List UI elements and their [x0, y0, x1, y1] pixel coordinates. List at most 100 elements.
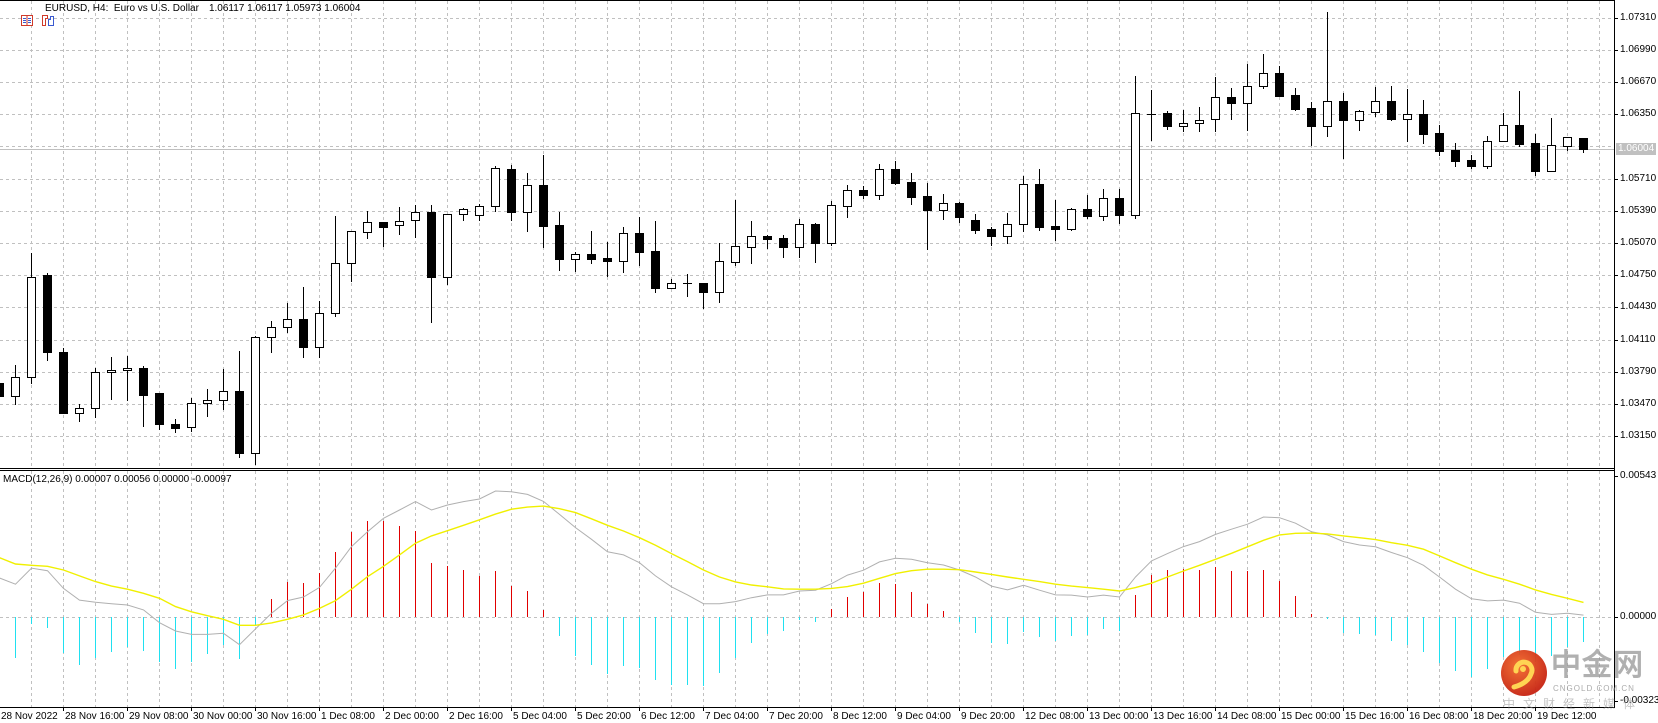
- candle: [811, 223, 820, 263]
- candle-body: [795, 224, 804, 248]
- candle-body: [1531, 143, 1540, 172]
- candle: [507, 165, 516, 221]
- candle: [299, 287, 308, 358]
- macd-histogram-bar: [191, 617, 192, 662]
- candle-body: [1067, 209, 1076, 230]
- candle: [779, 235, 788, 258]
- candle-body: [699, 283, 708, 293]
- candle-body: [523, 185, 532, 213]
- candle: [1451, 143, 1460, 167]
- candle-body: [1275, 73, 1284, 97]
- candle: [795, 219, 804, 258]
- macd-histogram-bar: [511, 586, 512, 617]
- macd-histogram-bar: [959, 617, 960, 622]
- time-axis-label: 2 Dec 16:00: [449, 711, 503, 722]
- candle: [635, 217, 644, 266]
- macd-histogram-bar: [607, 617, 608, 674]
- candle: [1515, 91, 1524, 147]
- price-axis-label: 1.06990: [1620, 44, 1657, 55]
- macd-histogram-bar: [255, 617, 256, 625]
- macd-histogram-bar: [783, 617, 784, 631]
- candle: [187, 398, 196, 432]
- macd-histogram-bar: [1247, 571, 1248, 617]
- candle-body: [875, 169, 884, 196]
- candle: [315, 301, 324, 358]
- watermark-brand: 中金网: [1551, 649, 1644, 682]
- macd-histogram-bar: [575, 617, 576, 656]
- candle: [123, 356, 132, 401]
- candle: [411, 205, 420, 238]
- candle: [1147, 90, 1156, 141]
- candle-body: [59, 352, 68, 414]
- candle-body: [1035, 184, 1044, 228]
- macd-histogram-bar: [639, 617, 640, 668]
- candle-body: [1339, 101, 1348, 121]
- candle: [427, 205, 436, 323]
- macd-indicator-label: MACD(12,26,9) 0.00007 0.00056 0.00000 -0…: [3, 474, 232, 485]
- candle-body: [811, 224, 820, 244]
- macd-histogram-bar: [1423, 617, 1424, 652]
- candle-body: [123, 368, 132, 371]
- candle-body: [379, 222, 388, 228]
- candle: [155, 393, 164, 430]
- macd-histogram-bar: [1327, 617, 1328, 619]
- candle-body: [1451, 150, 1460, 162]
- macd-histogram-bar: [1215, 567, 1216, 617]
- candle: [619, 227, 628, 273]
- candle-body: [827, 205, 836, 244]
- candle: [1563, 137, 1572, 151]
- time-axis-label: 16 Dec 08:00: [1409, 711, 1469, 722]
- candle: [1131, 76, 1140, 219]
- candle: [715, 243, 724, 303]
- time-axis-label: 1 Dec 08:00: [321, 711, 375, 722]
- watermark-tagline: 中文财经新媒体: [1503, 697, 1644, 711]
- candle: [1579, 138, 1588, 153]
- time-axis-label: 8 Dec 12:00: [833, 711, 887, 722]
- candle-body: [11, 377, 20, 397]
- candle: [1051, 200, 1060, 241]
- candle: [171, 419, 180, 433]
- watermark-logo-circle: [1501, 650, 1547, 696]
- candle: [1019, 176, 1028, 232]
- macd-histogram-bar: [895, 584, 896, 617]
- macd-histogram-bar: [687, 617, 688, 685]
- candle-body: [1323, 101, 1332, 127]
- candle: [107, 357, 116, 400]
- candle-body: [1483, 141, 1492, 167]
- time-axis-label: 19 Dec 12:00: [1537, 711, 1597, 722]
- macd-histogram-bar: [463, 570, 464, 617]
- candle-body: [235, 391, 244, 454]
- market-watch-icon[interactable]: [3, 3, 33, 26]
- macd-histogram-bar: [879, 583, 880, 617]
- macd-histogram-bar: [79, 617, 80, 665]
- candle-body: [395, 221, 404, 226]
- candle: [1435, 125, 1444, 156]
- candle-body: [731, 246, 740, 263]
- candle-body: [747, 236, 756, 248]
- candle: [219, 369, 228, 410]
- macd-histogram-bar: [591, 617, 592, 665]
- candle-body: [635, 233, 644, 253]
- watermark-domain: CNGOLD.COM.CN: [1553, 684, 1635, 693]
- macd-histogram-bar: [175, 617, 176, 669]
- macd-histogram-bar: [1263, 570, 1264, 617]
- candle-body: [75, 408, 84, 414]
- candle-body: [587, 254, 596, 260]
- chart-window-icon[interactable]: [24, 3, 54, 26]
- candle: [267, 321, 276, 353]
- macd-histogram-bar: [335, 552, 336, 617]
- candle: [363, 211, 372, 239]
- macd-histogram-bar: [831, 609, 832, 617]
- candle-body: [299, 319, 308, 348]
- candle: [395, 207, 404, 235]
- candle-body: [91, 372, 100, 409]
- candle: [1035, 169, 1044, 231]
- candle-body: [507, 169, 516, 213]
- macd-histogram-bar: [1407, 617, 1408, 645]
- candle-body: [1211, 97, 1220, 120]
- candle: [763, 235, 772, 249]
- macd-histogram-bar: [399, 526, 400, 617]
- candle: [27, 253, 36, 384]
- candle: [955, 202, 964, 223]
